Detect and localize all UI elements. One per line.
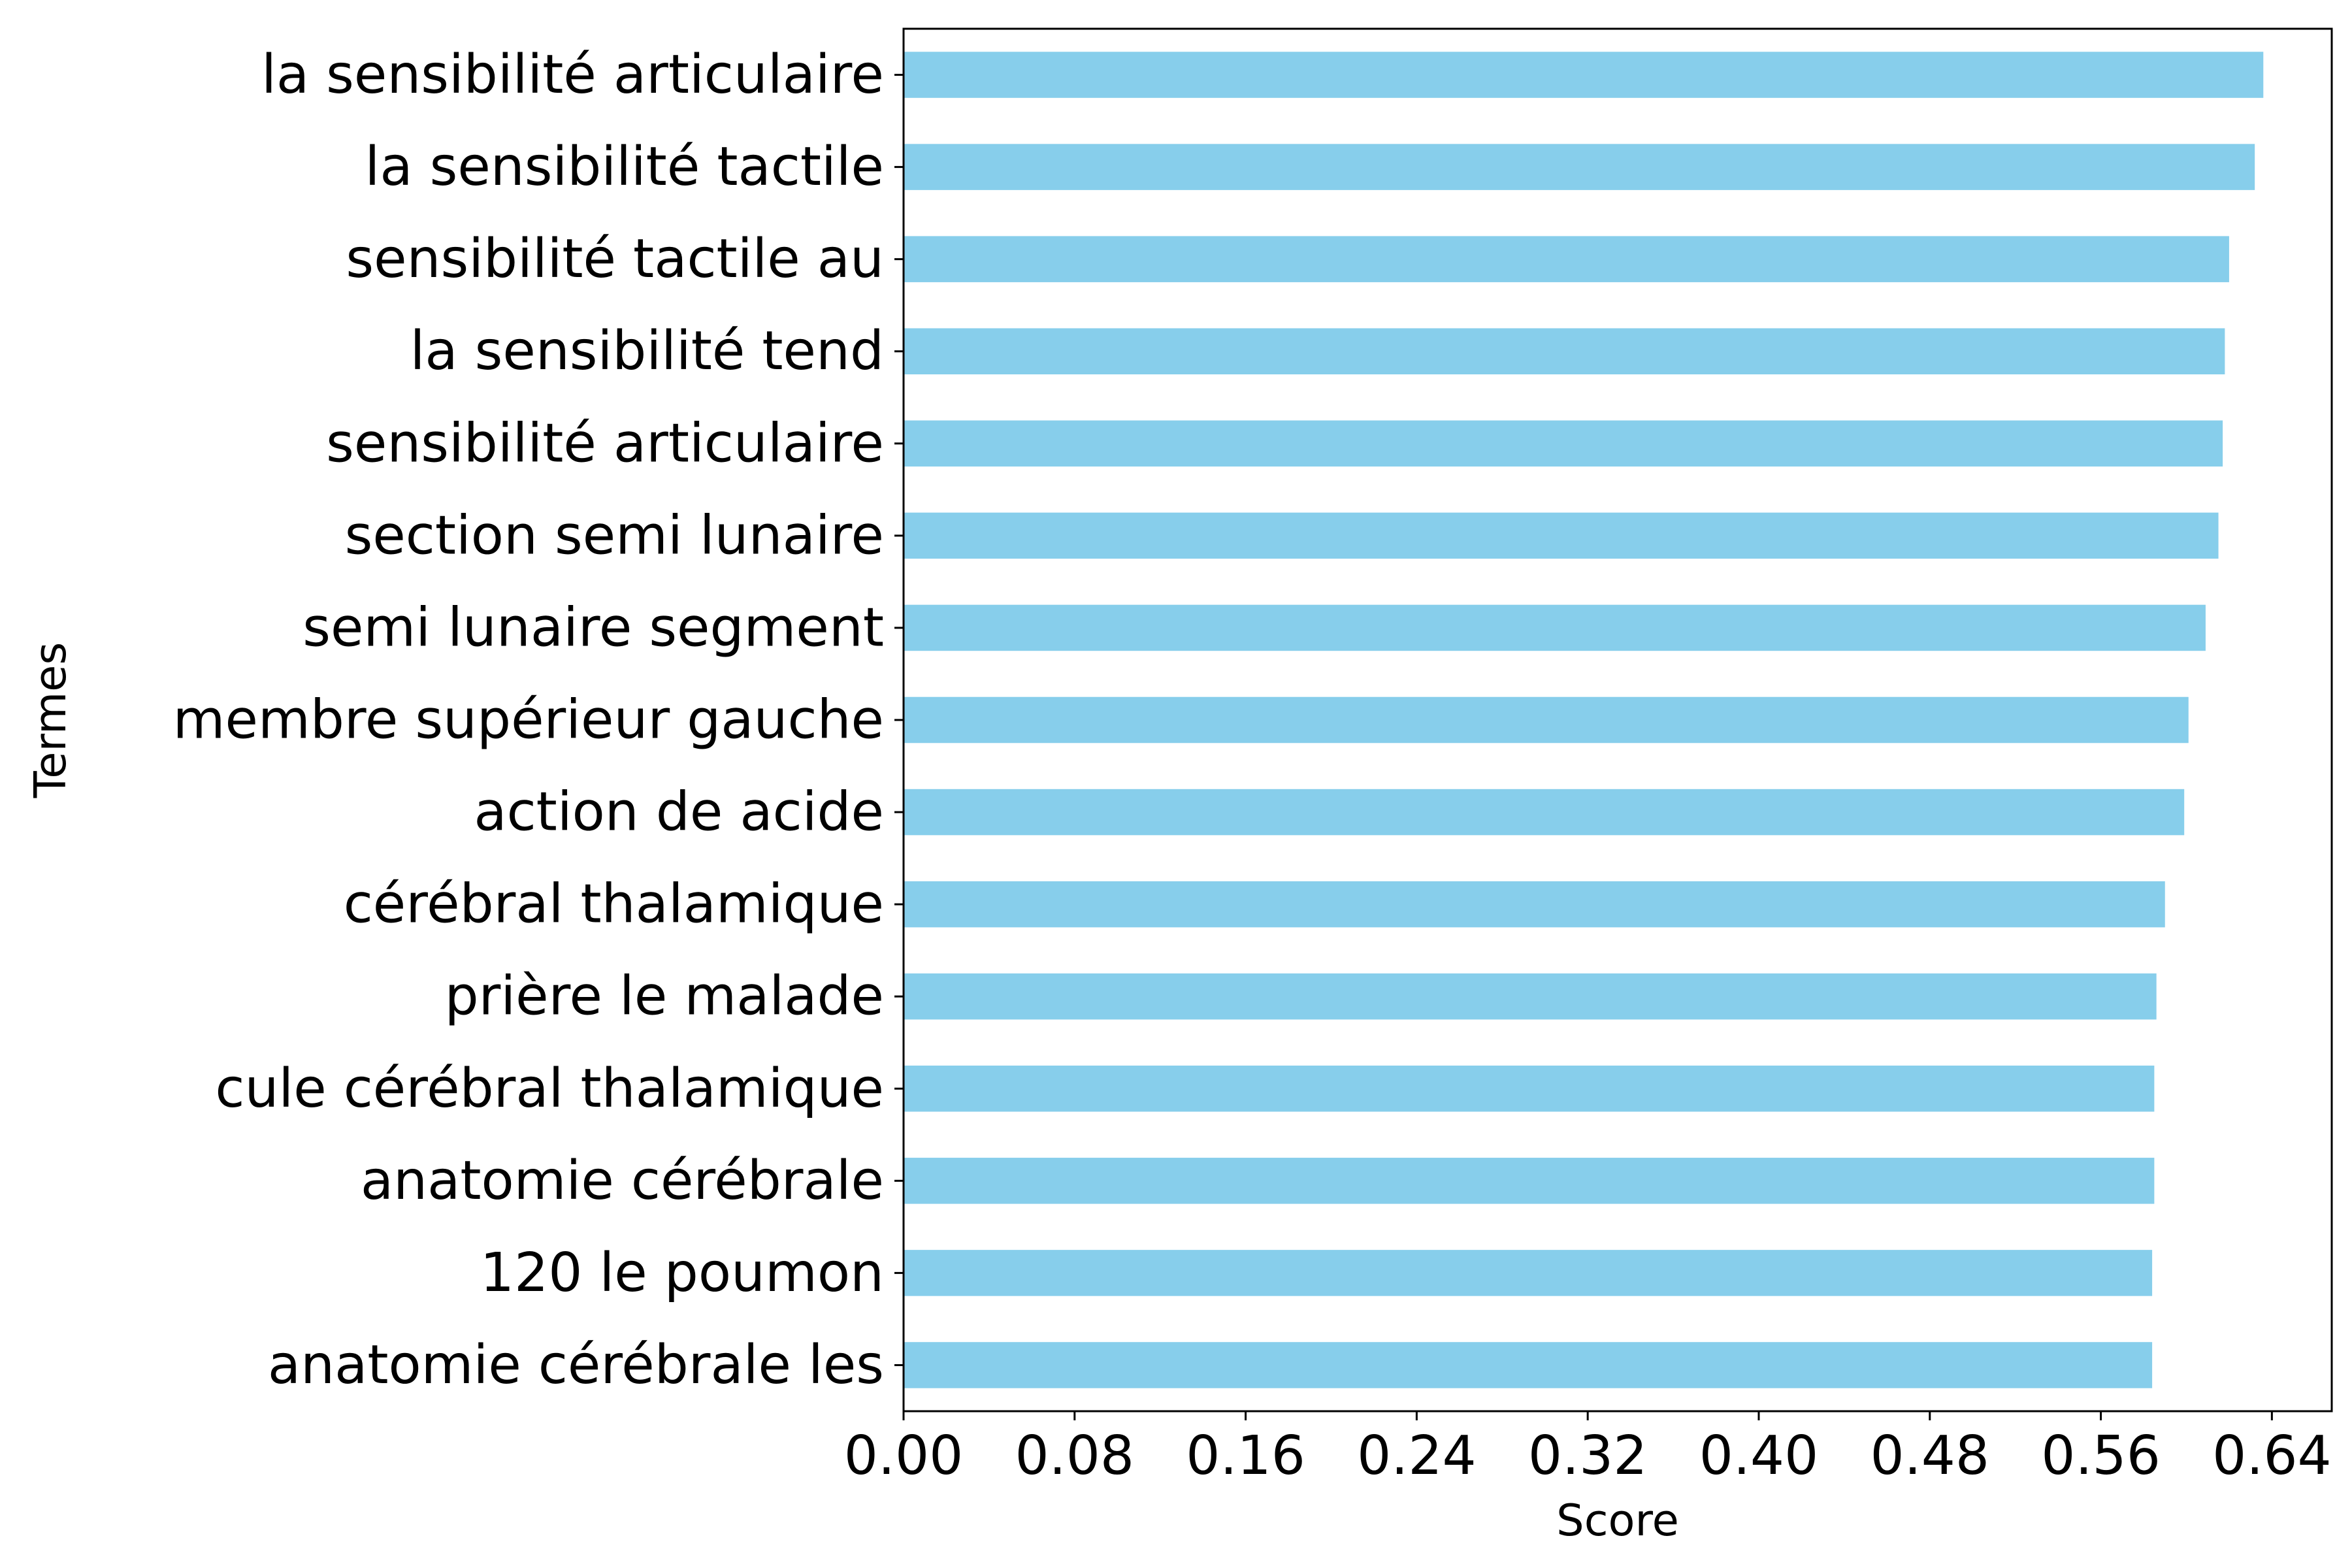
- bar: [904, 512, 2219, 559]
- x-tick-label: 0.56: [2041, 1425, 2161, 1487]
- x-axis-title: Score: [1556, 1495, 1679, 1546]
- y-tick-marks: [894, 74, 904, 1366]
- bars-group: [904, 52, 2264, 1388]
- x-tick-label: 0.48: [1870, 1425, 1989, 1487]
- bar: [904, 696, 2189, 743]
- bar: [904, 1342, 2153, 1388]
- bar: [904, 52, 2264, 98]
- category-label: cérébral thalamique: [344, 874, 884, 936]
- category-label: la sensibilité tactile: [365, 136, 884, 198]
- plot-frame: [902, 27, 2333, 1413]
- x-tick-label: 0.00: [844, 1425, 964, 1487]
- x-tick-label: 0.40: [1699, 1425, 1819, 1487]
- category-label: la sensibilité tend: [410, 320, 884, 382]
- bar: [904, 328, 2225, 374]
- category-label: section semi lunaire: [345, 504, 884, 566]
- bar: [904, 1066, 2155, 1112]
- bar: [904, 1158, 2155, 1204]
- bar: [904, 789, 2185, 836]
- category-label: anatomie cérébrale: [361, 1150, 884, 1212]
- bar: [904, 604, 2206, 651]
- category-label: anatomie cérébrale les: [268, 1334, 884, 1396]
- category-label: la sensibilité articulaire: [261, 44, 884, 106]
- bar: [904, 420, 2223, 467]
- category-label: 120 le poumon: [480, 1242, 884, 1304]
- x-tick-label: 0.32: [1528, 1425, 1648, 1487]
- bar: [904, 881, 2165, 928]
- category-label: sensibilité tactile au: [346, 228, 884, 290]
- y-axis-title: Termes: [25, 642, 76, 799]
- x-tick-label: 0.64: [2212, 1425, 2332, 1487]
- category-label: membre supérieur gauche: [173, 689, 884, 751]
- x-tick-label: 0.24: [1357, 1425, 1477, 1487]
- category-label: cule cérébral thalamique: [215, 1058, 884, 1120]
- bar: [904, 973, 2157, 1020]
- bar: [904, 236, 2229, 282]
- category-label: sensibilité articulaire: [326, 412, 884, 474]
- bar: [904, 144, 2255, 190]
- x-tick-label: 0.16: [1186, 1425, 1305, 1487]
- category-labels: la sensibilité articulaire la sensibilité…: [173, 44, 884, 1396]
- x-ticks: 0.00 0.08 0.16 0.24 0.32 0.40 0.48 0.56 0.64: [844, 1411, 2332, 1487]
- x-tick-label: 0.08: [1015, 1425, 1135, 1487]
- category-label: semi lunaire segment: [302, 596, 884, 659]
- bar: [904, 1250, 2153, 1296]
- category-label: prière le malade: [445, 966, 884, 1028]
- category-label: action de acide: [474, 781, 884, 843]
